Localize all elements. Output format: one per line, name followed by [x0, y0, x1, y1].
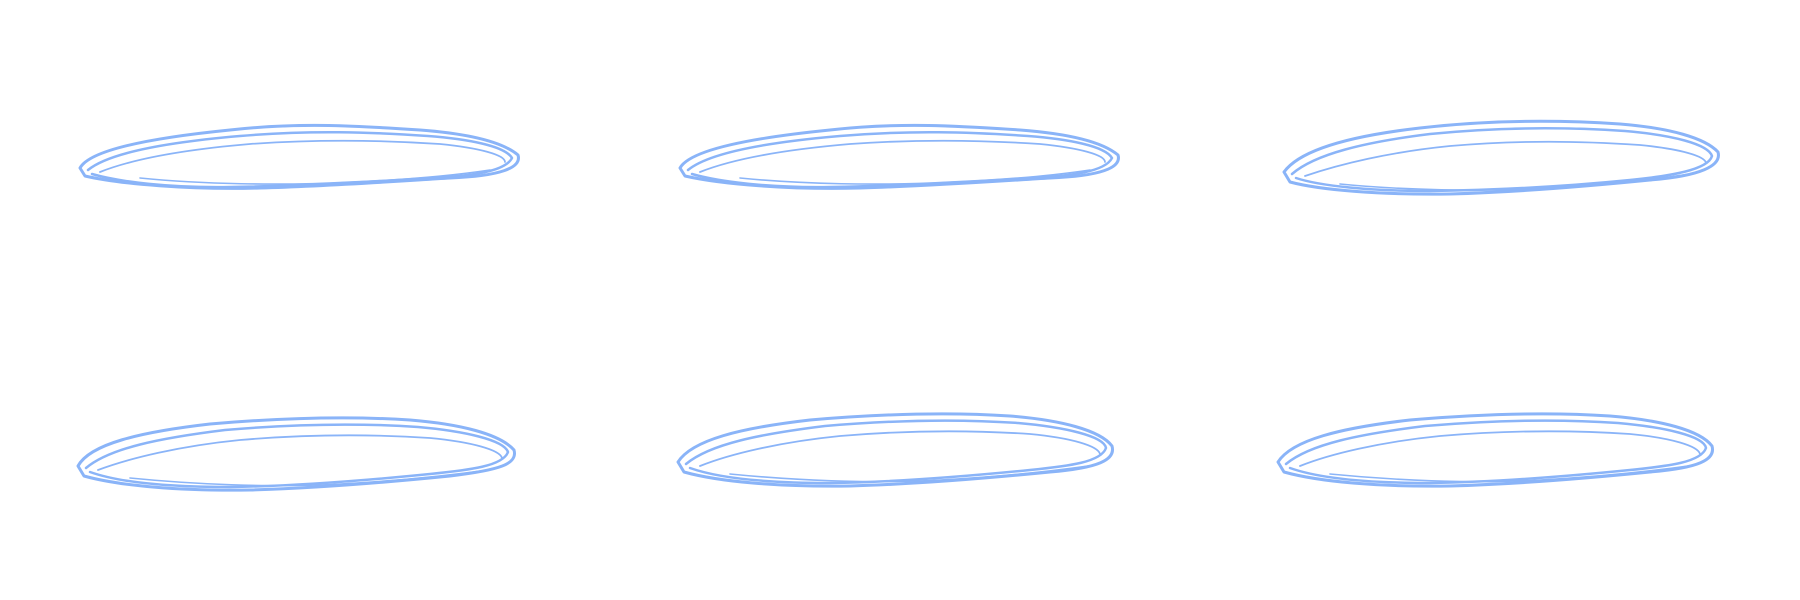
scribble-ellipse-6 [1276, 412, 1715, 488]
scribble-ellipse-4 [76, 416, 517, 492]
scribble-ellipse-5 [676, 412, 1115, 488]
scribble-ellipse-3 [1282, 119, 1720, 196]
scribble-ellipse-1 [78, 123, 520, 190]
scribble-ellipse-2 [678, 123, 1120, 190]
